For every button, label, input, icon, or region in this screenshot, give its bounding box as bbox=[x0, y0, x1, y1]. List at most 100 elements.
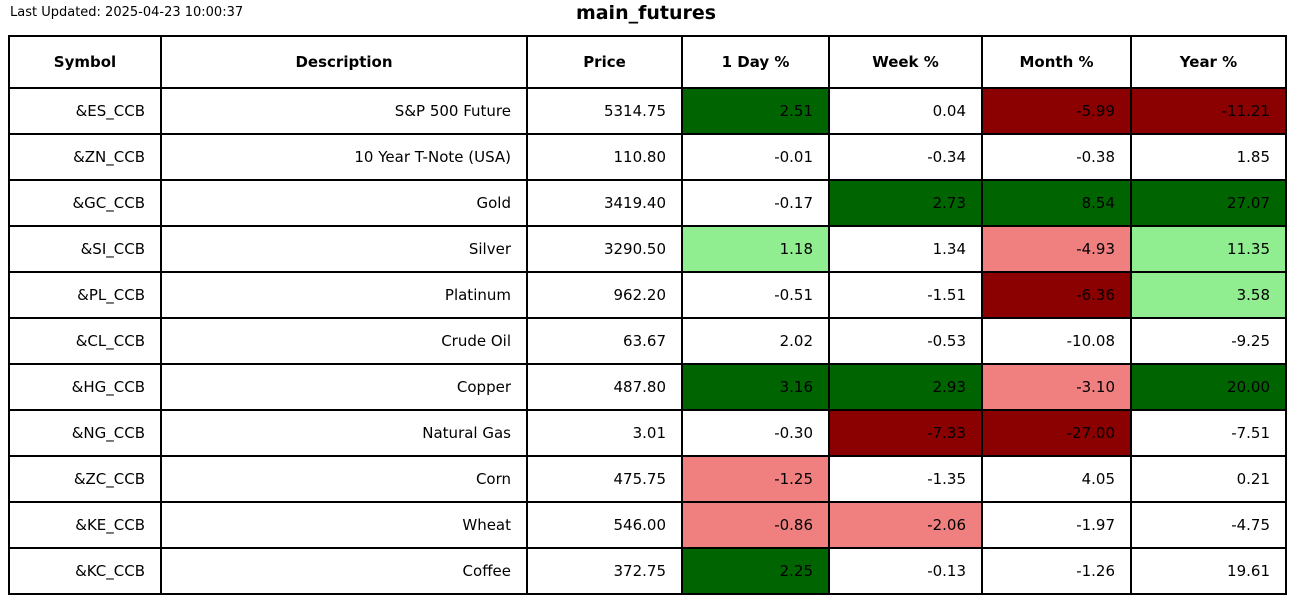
table-row: &ZC_CCB Corn 475.75 -1.25 -1.35 4.05 0.21 bbox=[8, 455, 1287, 503]
description-cell: Copper bbox=[160, 363, 528, 411]
year-pct-cell: 19.61 bbox=[1130, 547, 1287, 595]
week-pct-cell: -0.53 bbox=[828, 317, 983, 365]
price-cell: 546.00 bbox=[526, 501, 683, 549]
month-pct-cell: -10.08 bbox=[981, 317, 1132, 365]
symbol-cell: &NG_CCB bbox=[8, 409, 162, 457]
week-pct-cell: -1.35 bbox=[828, 455, 983, 503]
futures-table: Symbol Description Price 1 Day % Week % Month… bbox=[8, 35, 1287, 595]
year-pct-cell: -4.75 bbox=[1130, 501, 1287, 549]
day-pct-cell: 2.25 bbox=[681, 547, 830, 595]
description-cell: Silver bbox=[160, 225, 528, 273]
column-header: Price bbox=[526, 35, 683, 89]
table-row: &KC_CCB Coffee 372.75 2.25 -0.13 -1.26 19.61 bbox=[8, 547, 1287, 595]
symbol-cell: &ZN_CCB bbox=[8, 133, 162, 181]
day-pct-cell: -0.51 bbox=[681, 271, 830, 319]
price-cell: 3419.40 bbox=[526, 179, 683, 227]
description-cell: Corn bbox=[160, 455, 528, 503]
symbol-cell: &KC_CCB bbox=[8, 547, 162, 595]
price-cell: 110.80 bbox=[526, 133, 683, 181]
table-row: &PL_CCB Platinum 962.20 -0.51 -1.51 -6.36 3.58 bbox=[8, 271, 1287, 319]
last-updated-text: Last Updated: 2025-04-23 10:00:37 bbox=[10, 5, 244, 20]
year-pct-cell: 0.21 bbox=[1130, 455, 1287, 503]
symbol-cell: &CL_CCB bbox=[8, 317, 162, 365]
month-pct-cell: -1.97 bbox=[981, 501, 1132, 549]
week-pct-cell: -0.34 bbox=[828, 133, 983, 181]
column-header: Year % bbox=[1130, 35, 1287, 89]
week-pct-cell: 2.73 bbox=[828, 179, 983, 227]
column-header: Symbol bbox=[8, 35, 162, 89]
header-row: Symbol Description Price 1 Day % Week % Month… bbox=[8, 35, 1287, 89]
week-pct-cell: -2.06 bbox=[828, 501, 983, 549]
month-pct-cell: -0.38 bbox=[981, 133, 1132, 181]
description-cell: Natural Gas bbox=[160, 409, 528, 457]
symbol-cell: &PL_CCB bbox=[8, 271, 162, 319]
day-pct-cell: 1.18 bbox=[681, 225, 830, 273]
day-pct-cell: 2.02 bbox=[681, 317, 830, 365]
symbol-cell: &ES_CCB bbox=[8, 87, 162, 135]
day-pct-cell: -0.17 bbox=[681, 179, 830, 227]
description-cell: Platinum bbox=[160, 271, 528, 319]
year-pct-cell: 3.58 bbox=[1130, 271, 1287, 319]
day-pct-cell: -0.86 bbox=[681, 501, 830, 549]
week-pct-cell: -1.51 bbox=[828, 271, 983, 319]
description-cell: Wheat bbox=[160, 501, 528, 549]
symbol-cell: &SI_CCB bbox=[8, 225, 162, 273]
price-cell: 372.75 bbox=[526, 547, 683, 595]
year-pct-cell: 27.07 bbox=[1130, 179, 1287, 227]
description-cell: Crude Oil bbox=[160, 317, 528, 365]
week-pct-cell: 2.93 bbox=[828, 363, 983, 411]
month-pct-cell: -6.36 bbox=[981, 271, 1132, 319]
price-cell: 962.20 bbox=[526, 271, 683, 319]
year-pct-cell: 11.35 bbox=[1130, 225, 1287, 273]
symbol-cell: &ZC_CCB bbox=[8, 455, 162, 503]
column-header: 1 Day % bbox=[681, 35, 830, 89]
futures-table-body: &ES_CCB S&P 500 Future 5314.75 2.51 0.04 -5.9… bbox=[8, 87, 1287, 595]
table-row: &NG_CCB Natural Gas 3.01 -0.30 -7.33 -27.00 -7… bbox=[8, 409, 1287, 457]
price-cell: 3290.50 bbox=[526, 225, 683, 273]
week-pct-cell: 1.34 bbox=[828, 225, 983, 273]
month-pct-cell: -1.26 bbox=[981, 547, 1132, 595]
price-cell: 487.80 bbox=[526, 363, 683, 411]
description-cell: 10 Year T-Note (USA) bbox=[160, 133, 528, 181]
year-pct-cell: -11.21 bbox=[1130, 87, 1287, 135]
table-row: &ES_CCB S&P 500 Future 5314.75 2.51 0.04 -5.9… bbox=[8, 87, 1287, 135]
week-pct-cell: -7.33 bbox=[828, 409, 983, 457]
description-cell: Gold bbox=[160, 179, 528, 227]
symbol-cell: &HG_CCB bbox=[8, 363, 162, 411]
day-pct-cell: 2.51 bbox=[681, 87, 830, 135]
table-row: &GC_CCB Gold 3419.40 -0.17 2.73 8.54 27.07 bbox=[8, 179, 1287, 227]
table-row: &ZN_CCB 10 Year T-Note (USA) 110.80 -0.01 -0… bbox=[8, 133, 1287, 181]
column-header: Month % bbox=[981, 35, 1132, 89]
symbol-cell: &KE_CCB bbox=[8, 501, 162, 549]
price-cell: 475.75 bbox=[526, 455, 683, 503]
table-row: &KE_CCB Wheat 546.00 -0.86 -2.06 -1.97 -4.75 bbox=[8, 501, 1287, 549]
day-pct-cell: 3.16 bbox=[681, 363, 830, 411]
year-pct-cell: 20.00 bbox=[1130, 363, 1287, 411]
year-pct-cell: -9.25 bbox=[1130, 317, 1287, 365]
month-pct-cell: -27.00 bbox=[981, 409, 1132, 457]
table-row: &CL_CCB Crude Oil 63.67 2.02 -0.53 -10.08 -9.2… bbox=[8, 317, 1287, 365]
year-pct-cell: 1.85 bbox=[1130, 133, 1287, 181]
day-pct-cell: -0.01 bbox=[681, 133, 830, 181]
day-pct-cell: -0.30 bbox=[681, 409, 830, 457]
column-header: Week % bbox=[828, 35, 983, 89]
description-cell: S&P 500 Future bbox=[160, 87, 528, 135]
day-pct-cell: -1.25 bbox=[681, 455, 830, 503]
month-pct-cell: 8.54 bbox=[981, 179, 1132, 227]
table-row: &SI_CCB Silver 3290.50 1.18 1.34 -4.93 11.35 bbox=[8, 225, 1287, 273]
month-pct-cell: -3.10 bbox=[981, 363, 1132, 411]
page-title: main_futures bbox=[575, 2, 717, 24]
month-pct-cell: 4.05 bbox=[981, 455, 1132, 503]
symbol-cell: &GC_CCB bbox=[8, 179, 162, 227]
table-row: &HG_CCB Copper 487.80 3.16 2.93 -3.10 20.00 bbox=[8, 363, 1287, 411]
month-pct-cell: -5.99 bbox=[981, 87, 1132, 135]
week-pct-cell: 0.04 bbox=[828, 87, 983, 135]
month-pct-cell: -4.93 bbox=[981, 225, 1132, 273]
price-cell: 63.67 bbox=[526, 317, 683, 365]
description-cell: Coffee bbox=[160, 547, 528, 595]
year-pct-cell: -7.51 bbox=[1130, 409, 1287, 457]
week-pct-cell: -0.13 bbox=[828, 547, 983, 595]
price-cell: 5314.75 bbox=[526, 87, 683, 135]
price-cell: 3.01 bbox=[526, 409, 683, 457]
futures-table-head: Symbol Description Price 1 Day % Week % Month… bbox=[8, 35, 1287, 89]
